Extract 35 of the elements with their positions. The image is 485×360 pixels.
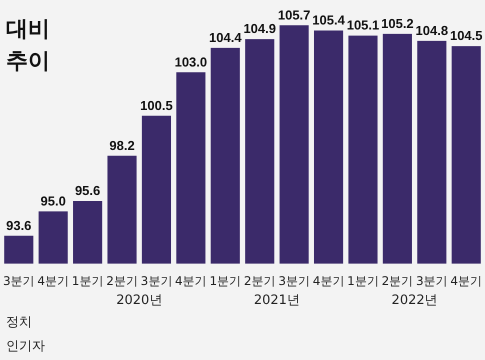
x-tick-label: 3분기	[278, 274, 310, 288]
x-tick-label: 1분기	[347, 274, 379, 288]
data-label: 104.5	[450, 28, 483, 44]
annotation: 2020년	[116, 292, 162, 308]
data-label: 95.0	[40, 193, 66, 208]
x-tick-label: 3분기	[140, 274, 172, 288]
annotation: 2022년	[392, 292, 438, 308]
x-tick-label: 4분기	[175, 274, 207, 288]
x-tick-label: 2분기	[106, 274, 138, 288]
data-label: 103.0	[174, 54, 208, 70]
x-tick-label: 2분기	[382, 274, 414, 288]
data-label: 100.5	[140, 98, 173, 113]
x-tick-label: 4분기	[37, 274, 70, 288]
data-label: 98.2	[109, 138, 135, 153]
text: 추이	[6, 48, 50, 76]
x-tick-label: 3분기	[2, 274, 35, 288]
data-label: 104.8	[416, 22, 448, 38]
annotation: 정치	[6, 314, 32, 330]
data-label: 104.4	[209, 30, 242, 45]
x-tick-label: 2분기	[244, 274, 276, 288]
data-label: 105.4	[312, 12, 346, 28]
x-tick-label: 3분기	[416, 274, 448, 288]
data-label: 105.7	[278, 7, 310, 22]
chart-title: 대비	[6, 16, 50, 44]
annotation: 인기자	[6, 338, 45, 354]
x-tick-label: 4분기	[312, 274, 344, 288]
data-label: 104.9	[243, 21, 276, 36]
data-label: 105.2	[381, 16, 414, 31]
data-label: 95.6	[74, 183, 100, 198]
x-tick-label: 4분기	[450, 274, 482, 288]
data-label: 105.1	[346, 18, 380, 33]
annotation: 2021년	[254, 292, 300, 308]
x-tick-label: 1분기	[209, 274, 242, 288]
data-label: 93.6	[6, 218, 32, 233]
x-tick-label: 1분기	[72, 274, 104, 288]
